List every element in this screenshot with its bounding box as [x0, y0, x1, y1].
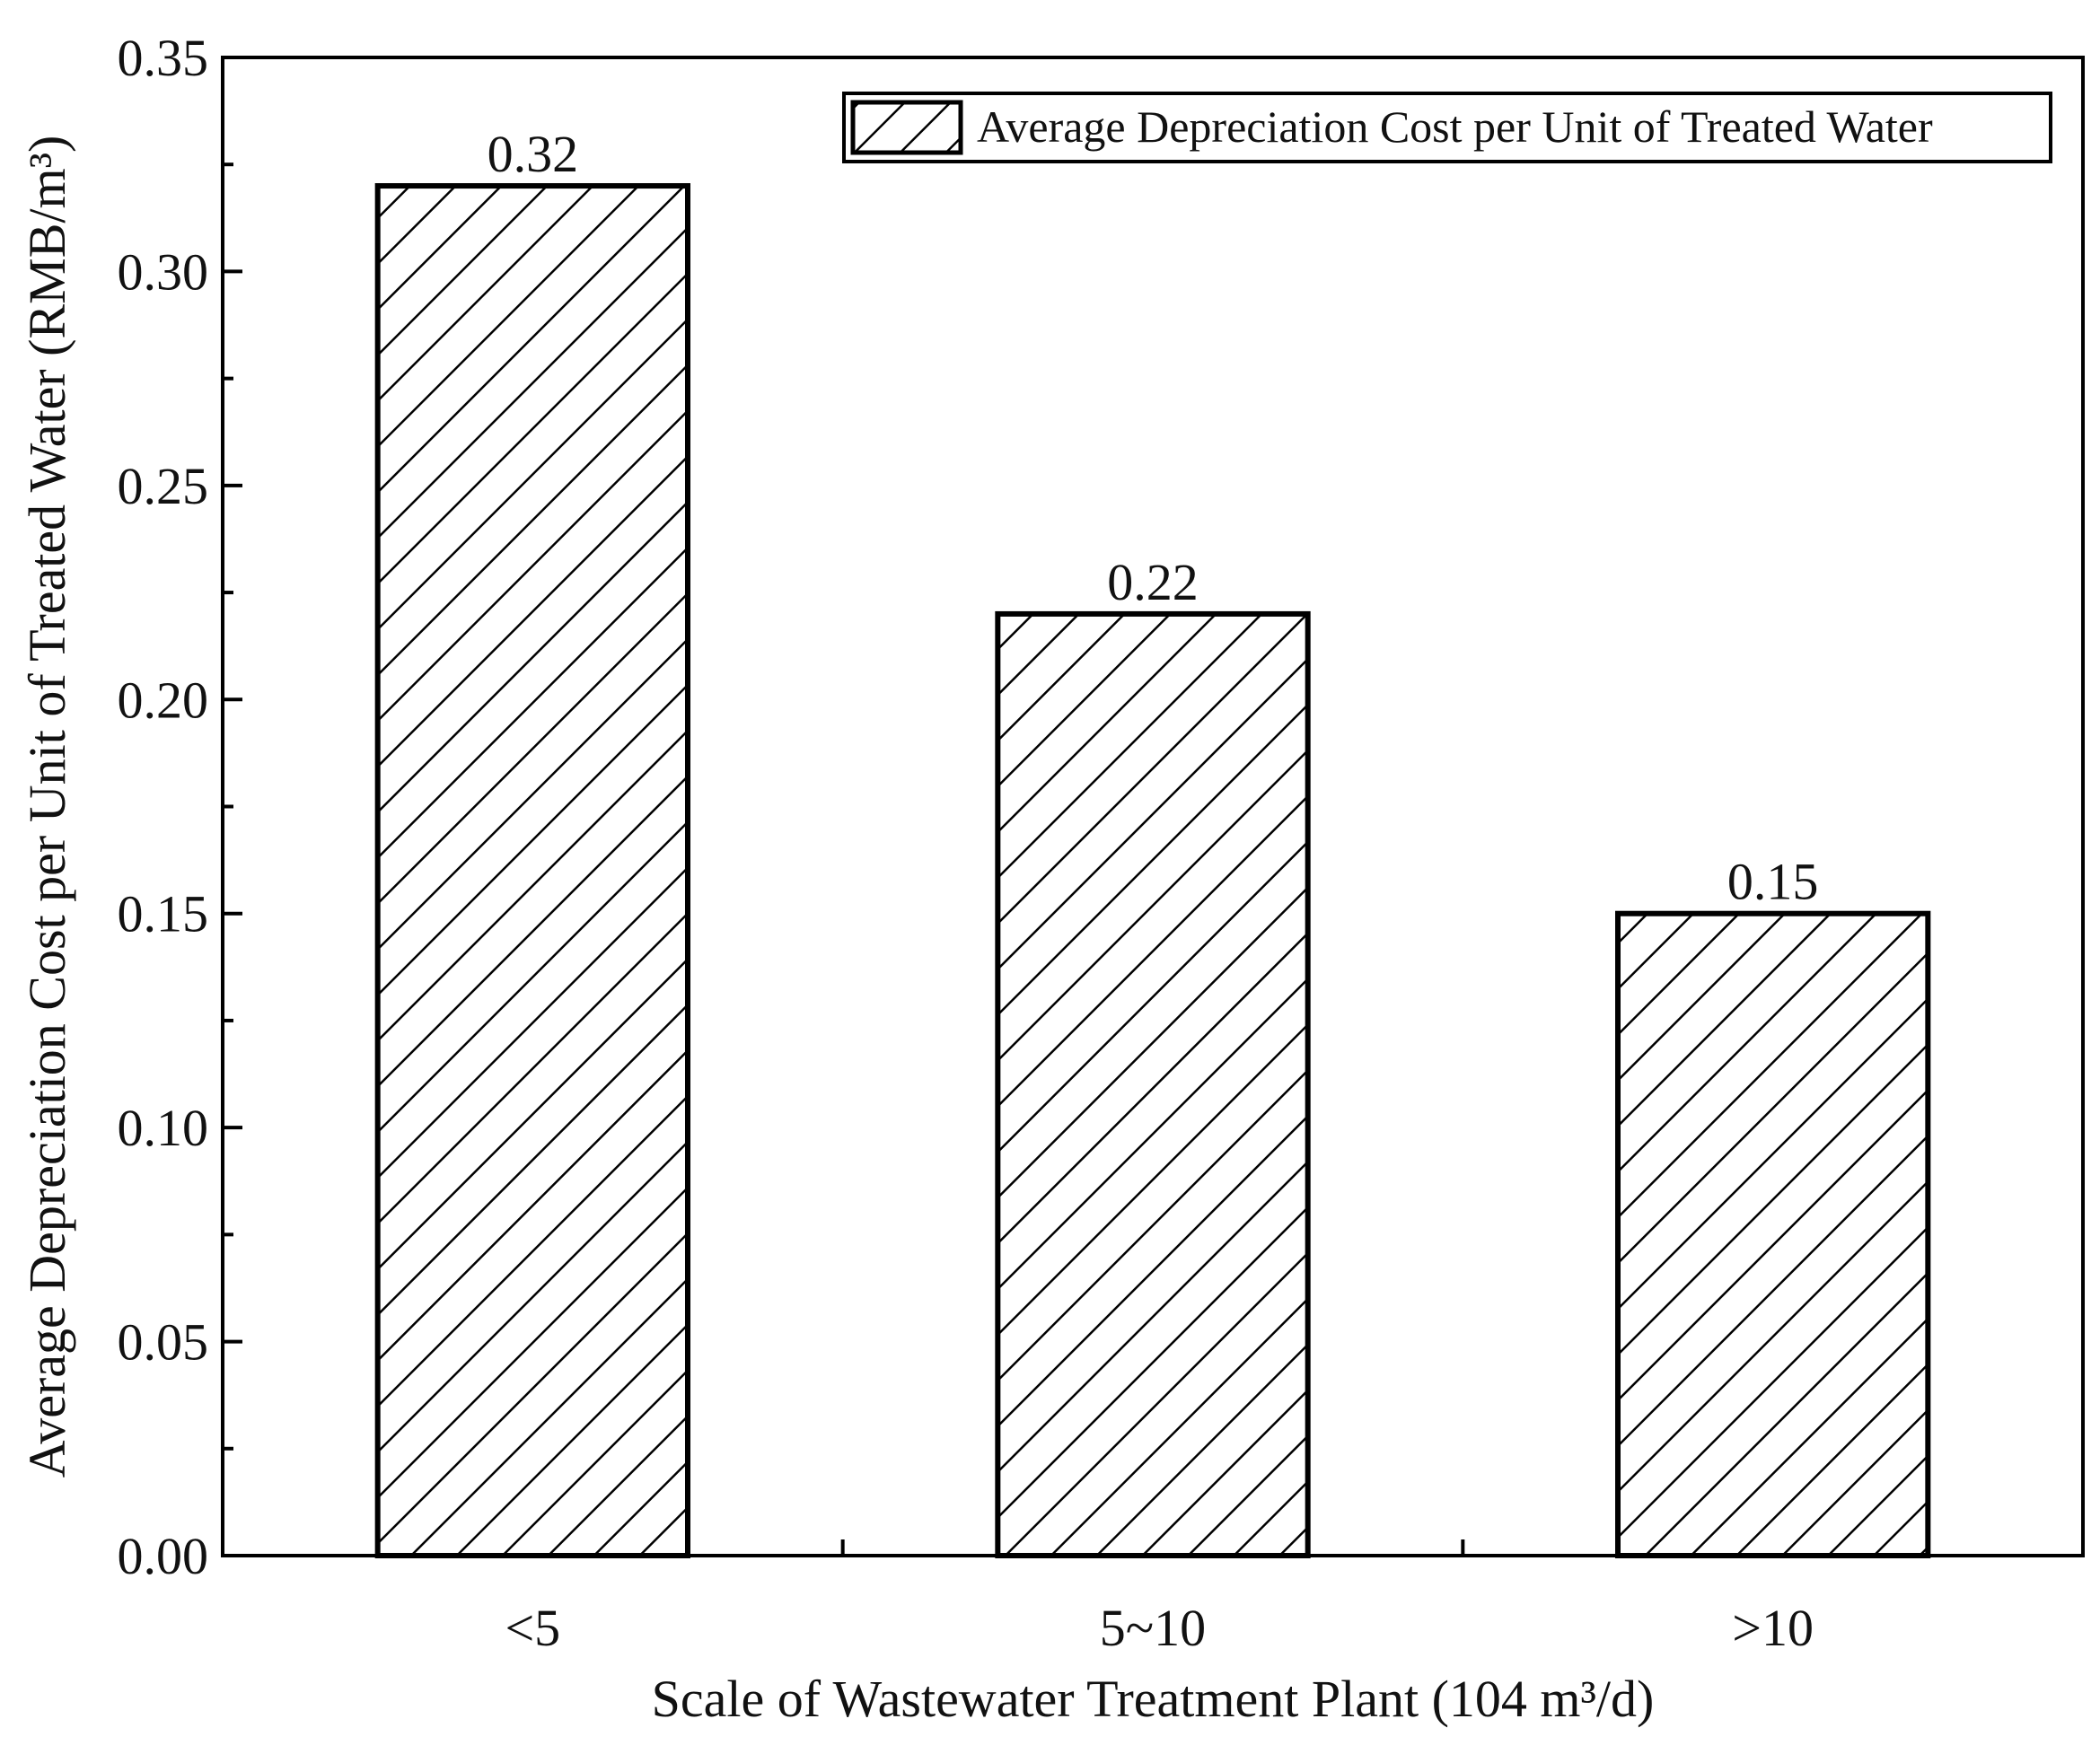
y-axis-title: Average Depreciation Cost per Unit of Tr…	[18, 136, 76, 1478]
legend-label: Average Depreciation Cost per Unit of Tr…	[977, 101, 1933, 152]
bar-1	[374, 183, 690, 1559]
bars-layer	[374, 183, 1931, 1559]
y-tick-label: 0.10	[118, 1099, 209, 1157]
y-tick-label: 0.05	[118, 1313, 209, 1372]
labels-layer: 0.00 0.05 0.10 0.15 0.20 0.25 0.30 0.35 0.32 <5 0.…	[18, 29, 1818, 1728]
bar-2	[995, 610, 1311, 1558]
y-tick-label: 0.25	[118, 457, 209, 515]
bar-3	[1615, 910, 1931, 1558]
x-tick-label: <5	[505, 1599, 560, 1657]
x-tick-label: 5~10	[1100, 1599, 1206, 1657]
x-axis-title: Scale of Wastewater Treatment Plant (104…	[652, 1670, 1655, 1728]
y-tick-label: 0.35	[118, 29, 209, 87]
axes-layer	[221, 56, 2085, 1557]
legend-box	[842, 92, 2052, 163]
x-tick-label: >10	[1732, 1599, 1814, 1657]
data-label: 0.22	[1107, 553, 1199, 611]
y-tick-label: 0.00	[118, 1527, 209, 1585]
y-tick-label: 0.15	[118, 885, 209, 943]
legend: Average Depreciation Cost per Unit of Tr…	[842, 92, 2052, 163]
legend-swatch	[850, 100, 963, 155]
data-label: 0.15	[1727, 853, 1819, 911]
data-label: 0.32	[488, 125, 579, 183]
y-tick-label: 0.20	[118, 671, 209, 729]
y-tick-label: 0.30	[118, 242, 209, 301]
